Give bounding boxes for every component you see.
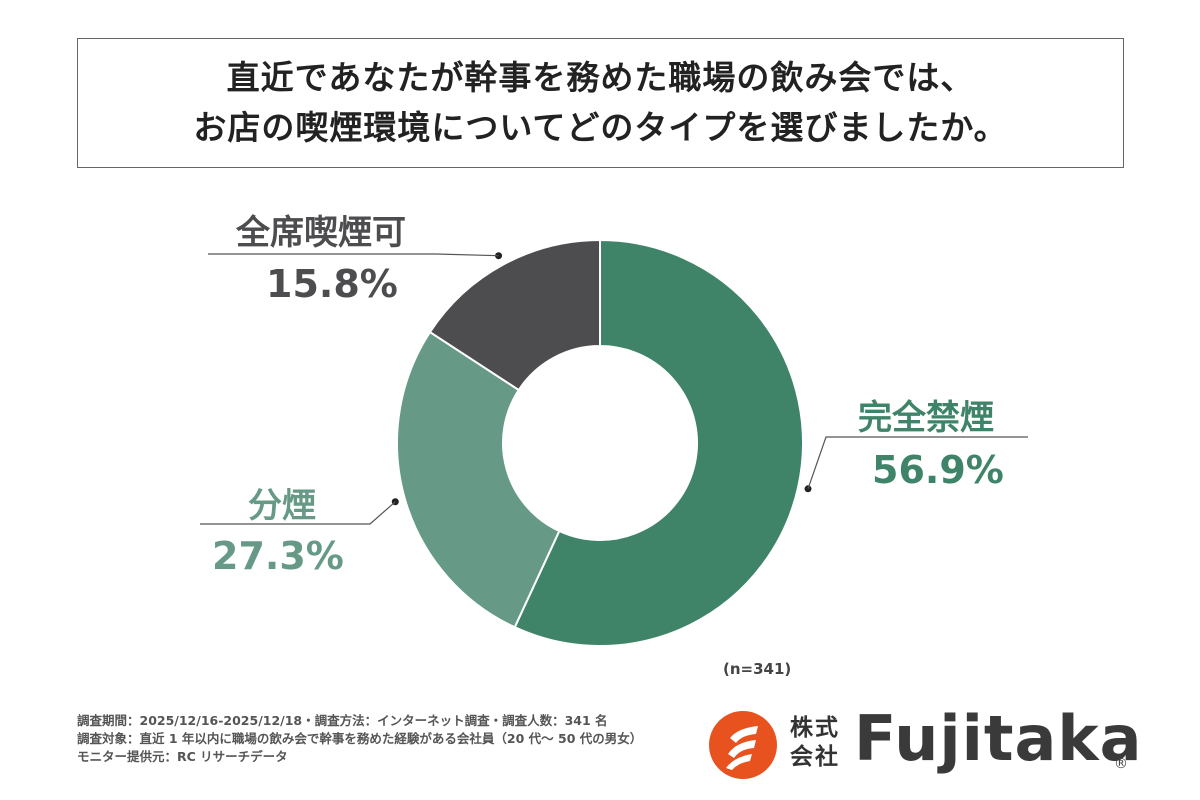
- leader-line: [807, 436, 1028, 490]
- logo-corp-type: 株式 会社: [790, 714, 850, 772]
- logo-corp-line-1: 株式: [790, 715, 840, 741]
- slice-bunen: [396, 330, 561, 629]
- slice-label-bunen: 分煙: [248, 486, 316, 526]
- leader-dot: [495, 252, 503, 260]
- slice-value-kanzen-kinen: 56.9%: [872, 448, 1004, 492]
- leader-lines: [200, 252, 1028, 525]
- survey-note-provider: モニター提供元：RC リサーチデータ: [77, 749, 288, 764]
- leader-line: [208, 253, 499, 257]
- donut-slices: [396, 238, 804, 647]
- slice-label-kanzen-kinen: 完全禁煙: [858, 398, 994, 438]
- slice-kanzen-kinen: [513, 238, 804, 647]
- company-logo: 株式 会社 Fujitaka ®: [708, 702, 1141, 784]
- slice-value-zenseki-kitsuen: 15.8%: [266, 262, 398, 306]
- slice-zenseki-kitsuen: [428, 238, 601, 392]
- chart-title-line-2: お店の喫煙環境についてどのタイプを選びましたか。: [193, 108, 1008, 147]
- sample-size-label: (n=341): [723, 660, 792, 678]
- logo-corp-line-2: 会社: [790, 744, 840, 770]
- leader-line: [200, 501, 396, 525]
- survey-note-period: 調査期間：2025/12/16-2025/12/18・調査方法：インターネット調…: [77, 713, 608, 728]
- chart-title-line-1: 直近であなたが幹事を務めた職場の飲み会では、: [226, 58, 975, 97]
- logo-registered-mark: ®: [1114, 756, 1128, 772]
- survey-note-target: 調査対象：直近 1 年以内に職場の飲み会で幹事を務めた経験がある会社員（20 代…: [77, 731, 643, 746]
- survey-notes: 調査期間：2025/12/16-2025/12/18・調査方法：インターネット調…: [77, 712, 642, 766]
- slice-label-zenseki-kitsuen: 全席喫煙可: [236, 213, 406, 253]
- logo-company-name: Fujitaka: [854, 702, 1143, 775]
- fujitaka-logo-mark-icon: [709, 711, 777, 779]
- title-box: 直近であなたが幹事を務めた職場の飲み会では、 お店の喫煙環境についてどのタイプを…: [77, 38, 1124, 168]
- slice-value-bunen: 27.3%: [212, 534, 344, 578]
